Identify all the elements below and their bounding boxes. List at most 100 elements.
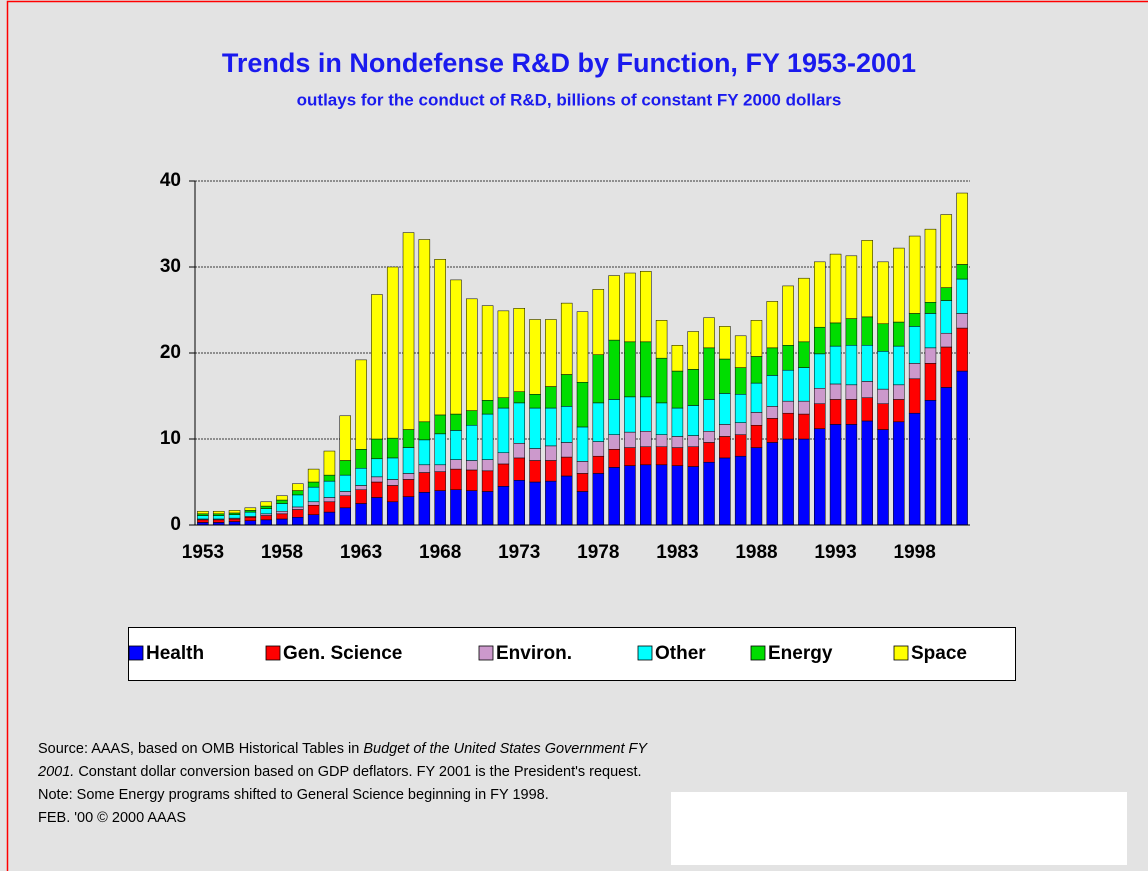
bar-segment <box>845 384 858 400</box>
bar-segment <box>782 285 794 346</box>
bar-segment <box>529 407 541 449</box>
bar-segment <box>513 402 525 444</box>
bar-segment <box>276 495 288 501</box>
bar-segment <box>592 473 605 526</box>
bar-segment <box>260 505 272 509</box>
bar-segment <box>371 438 383 460</box>
bar-segment <box>529 319 541 395</box>
bar-segment <box>497 463 510 487</box>
bar-segment <box>703 317 715 349</box>
bar-segment <box>276 513 288 520</box>
bar-segment <box>908 326 921 364</box>
legend-swatch <box>128 645 144 661</box>
bar-segment <box>513 457 525 481</box>
bar-segment <box>608 434 620 450</box>
bar-segment <box>861 345 873 382</box>
bar-segment <box>719 436 731 459</box>
bar-segment <box>813 261 826 328</box>
bar-segment <box>307 481 320 488</box>
bar-segment <box>497 310 510 398</box>
bar-segment <box>719 358 731 394</box>
bar-segment <box>655 464 668 526</box>
bar-segment <box>924 313 937 349</box>
bar-segment <box>703 347 715 400</box>
bar-segment <box>576 491 589 526</box>
bar-segment <box>829 383 842 400</box>
bar-segment <box>292 483 304 491</box>
bar-segment <box>592 402 605 442</box>
bar-segment <box>861 316 873 346</box>
bar-segment <box>529 481 541 526</box>
bar-segment <box>861 397 873 422</box>
bar-segment <box>355 449 367 469</box>
bar-segment <box>608 399 620 435</box>
bar-segment <box>212 513 225 516</box>
y-tick-label: 40 <box>160 170 181 191</box>
bar-segment <box>877 351 889 390</box>
bar-segment <box>402 447 415 474</box>
legend-label: Health <box>146 643 204 664</box>
bar-segment <box>576 461 589 474</box>
bar-segment <box>560 442 573 458</box>
bar-segment <box>307 514 320 526</box>
bar-segment <box>940 346 953 388</box>
bar-segment <box>924 363 937 401</box>
bar-segment <box>893 384 905 400</box>
bar-segment <box>260 508 272 515</box>
bar-segment <box>734 434 747 457</box>
bar-segment <box>908 313 921 327</box>
bar-segment <box>244 520 257 526</box>
bar-segment <box>608 467 620 526</box>
bar-segment <box>576 311 589 383</box>
legend-swatch <box>750 645 766 661</box>
bar-segment <box>734 455 747 526</box>
bar-segment <box>292 509 304 518</box>
legend-label: Environ. <box>496 643 572 664</box>
y-tick-label: 0 <box>170 514 181 535</box>
blank-box <box>671 792 1127 865</box>
bar-segment <box>956 313 968 329</box>
bar-segment <box>402 473 415 480</box>
bar-segment <box>734 335 747 368</box>
legend-swatch <box>265 645 281 661</box>
bar-segment <box>624 272 636 343</box>
bar-segment <box>513 391 525 404</box>
bar-segment <box>940 387 953 526</box>
bar-segment <box>292 494 304 508</box>
bar-segment <box>212 519 225 523</box>
bar-segment <box>671 447 684 466</box>
bar-segment <box>513 308 525 392</box>
bar-segment <box>608 449 620 468</box>
bar-segment <box>766 347 779 376</box>
bar-segment <box>940 287 953 301</box>
bar-segment <box>750 412 763 426</box>
bar-segment <box>450 430 462 460</box>
bar-segment <box>782 369 794 402</box>
bar-segment <box>466 424 478 461</box>
bar-segment <box>402 479 415 497</box>
bar-segment <box>355 489 367 504</box>
bar-segment <box>798 400 810 415</box>
bar-segment <box>529 448 541 461</box>
bar-segment <box>497 397 510 409</box>
bar-segment <box>371 458 383 478</box>
bar-segment <box>355 485 367 490</box>
bar-segment <box>813 353 826 389</box>
bar-segment <box>829 253 842 324</box>
bar-segment <box>244 507 257 511</box>
bar-segment <box>323 511 336 526</box>
bar-segment <box>956 278 968 314</box>
bar-segment <box>481 470 494 492</box>
bar-segment <box>545 445 557 461</box>
bar-segment <box>276 499 288 504</box>
bar-segment <box>829 399 842 425</box>
bar-segment <box>371 481 383 498</box>
bar-segment <box>893 399 905 423</box>
bar-segment <box>798 367 810 402</box>
bar-segment <box>940 214 953 288</box>
bar-segment <box>845 345 858 386</box>
x-tick-label: 1958 <box>261 542 303 563</box>
bar-segment <box>766 301 779 349</box>
